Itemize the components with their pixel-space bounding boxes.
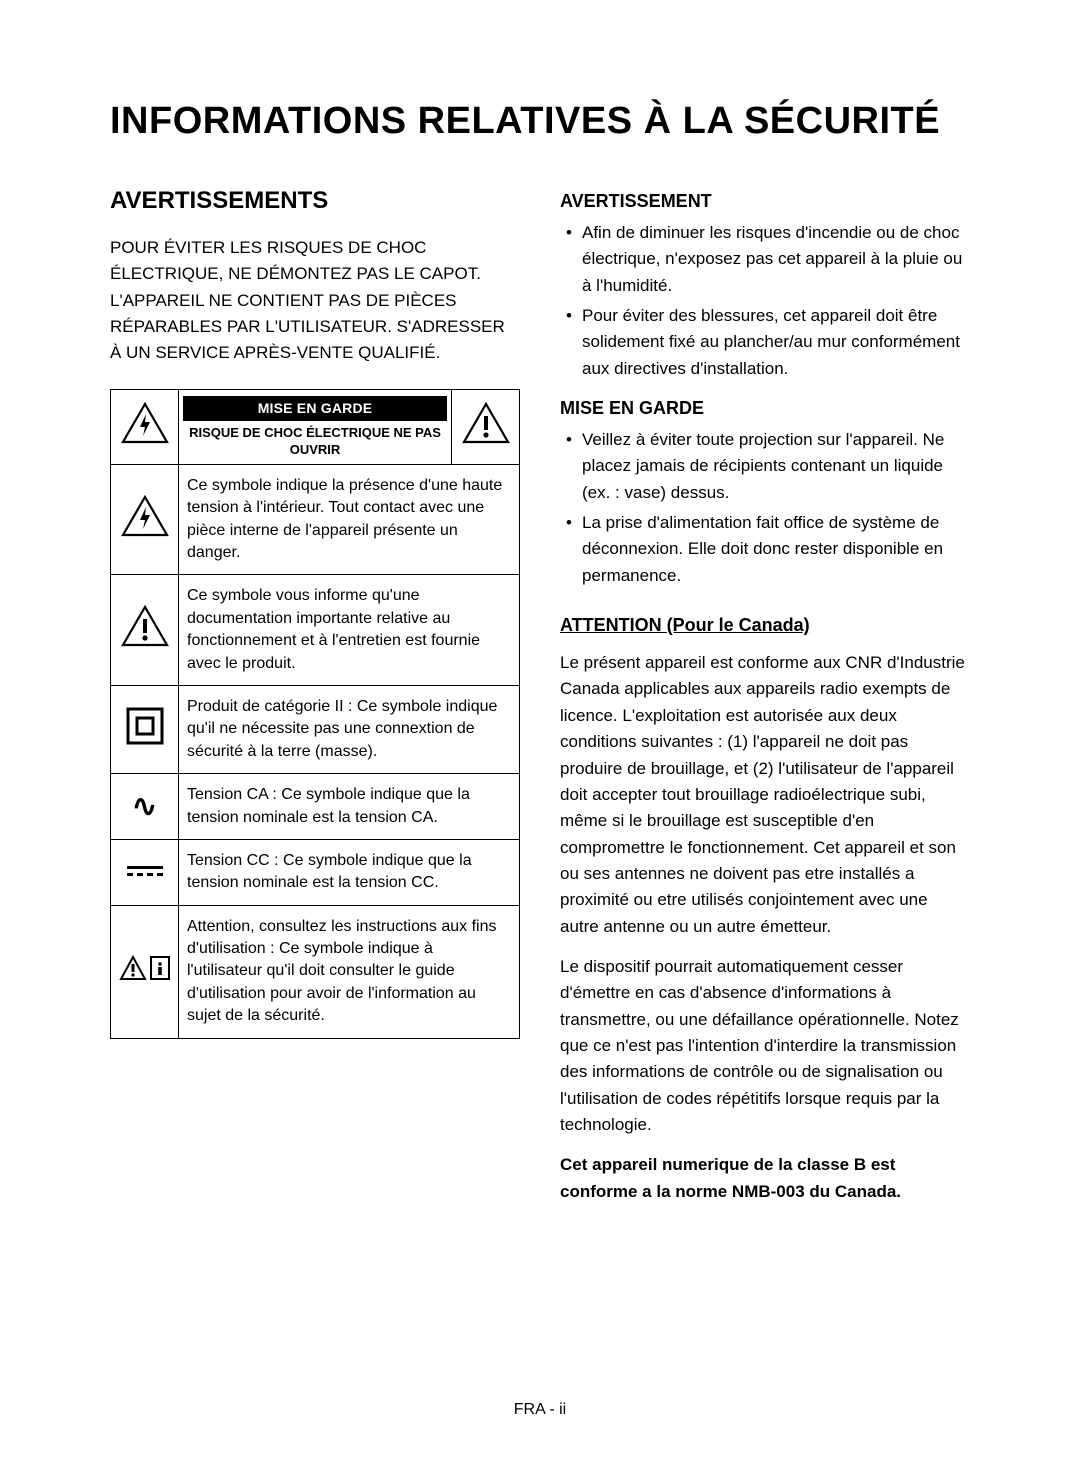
- page-title: INFORMATIONS RELATIVES À LA SÉCURITÉ: [110, 100, 970, 143]
- class2-icon: [111, 685, 179, 773]
- page-footer: FRA - ii: [0, 1401, 1080, 1419]
- exclamation-triangle-icon: [111, 575, 179, 686]
- table-row: ∿ Tension CA : Ce symbole indique que la…: [111, 774, 520, 840]
- right-column: AVERTISSEMENT Afin de diminuer les risqu…: [560, 187, 970, 1219]
- dc-icon: [111, 839, 179, 905]
- intro-paragraph: POUR ÉVITER LES RISQUES DE CHOC ÉLECTRIQ…: [110, 235, 520, 367]
- caution-box: MISE EN GARDE RISQUE DE CHOC ÉLECTRIQUE …: [179, 389, 452, 464]
- mise-en-garde-heading: MISE EN GARDE: [560, 398, 970, 419]
- list-item: Pour éviter des blessures, cet appareil …: [560, 303, 970, 382]
- avertissement-heading: AVERTISSEMENT: [560, 191, 970, 212]
- lightning-triangle-icon: [111, 389, 179, 464]
- read-manual-icon: [111, 905, 179, 1038]
- caution-title: MISE EN GARDE: [183, 396, 447, 422]
- table-row: Produit de catégorie II : Ce symbole ind…: [111, 685, 520, 773]
- symbol-description: Tension CA : Ce symbole indique que la t…: [179, 774, 520, 840]
- avertissement-list: Afin de diminuer les risques d'incendie …: [560, 220, 970, 382]
- symbol-description: Ce symbole vous informe qu'une documenta…: [179, 575, 520, 686]
- table-row: MISE EN GARDE RISQUE DE CHOC ÉLECTRIQUE …: [111, 389, 520, 464]
- mise-en-garde-list: Veillez à éviter toute projection sur l'…: [560, 427, 970, 589]
- attention-canada-heading: ATTENTION (Pour le Canada): [560, 615, 970, 636]
- left-column: AVERTISSEMENTS POUR ÉVITER LES RISQUES D…: [110, 187, 520, 1219]
- attention-bold-note: Cet appareil numerique de la classe B es…: [560, 1152, 970, 1205]
- content-columns: AVERTISSEMENTS POUR ÉVITER LES RISQUES D…: [110, 187, 970, 1219]
- caution-subtitle: RISQUE DE CHOC ÉLECTRIQUE NE PAS OUVRIR: [183, 421, 447, 458]
- table-row: Attention, consultez les instructions au…: [111, 905, 520, 1038]
- attention-paragraph-2: Le dispositif pourrait automatiquement c…: [560, 954, 970, 1138]
- avertissements-heading: AVERTISSEMENTS: [110, 187, 520, 215]
- symbol-table: MISE EN GARDE RISQUE DE CHOC ÉLECTRIQUE …: [110, 389, 520, 1039]
- symbol-description: Tension CC : Ce symbole indique que la t…: [179, 839, 520, 905]
- exclamation-triangle-icon: [452, 389, 520, 464]
- table-row: Ce symbole indique la présence d'une hau…: [111, 464, 520, 575]
- symbol-description: Produit de catégorie II : Ce symbole ind…: [179, 685, 520, 773]
- table-row: Tension CC : Ce symbole indique que la t…: [111, 839, 520, 905]
- symbol-description: Attention, consultez les instructions au…: [179, 905, 520, 1038]
- list-item: La prise d'alimentation fait office de s…: [560, 510, 970, 589]
- list-item: Veillez à éviter toute projection sur l'…: [560, 427, 970, 506]
- ac-icon: ∿: [111, 774, 179, 840]
- lightning-triangle-icon: [111, 464, 179, 575]
- list-item: Afin de diminuer les risques d'incendie …: [560, 220, 970, 299]
- table-row: Ce symbole vous informe qu'une documenta…: [111, 575, 520, 686]
- symbol-description: Ce symbole indique la présence d'une hau…: [179, 464, 520, 575]
- attention-paragraph-1: Le présent appareil est conforme aux CNR…: [560, 650, 970, 940]
